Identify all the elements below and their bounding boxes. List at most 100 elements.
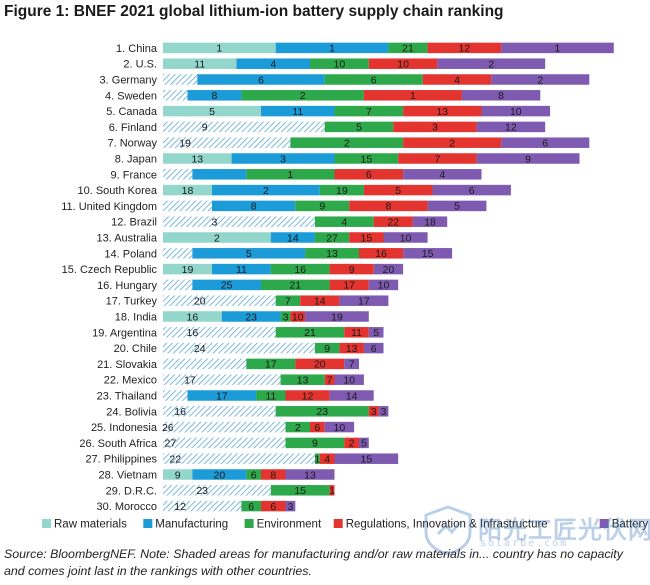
bar-segment-regulations: [344, 437, 359, 449]
category-label: 11. United Kingdom: [61, 201, 157, 213]
rank-label: 1: [287, 169, 293, 181]
chart-title: Figure 1: BNEF 2021 global lithium-ion b…: [4, 3, 504, 20]
bar-segment-environment: [270, 263, 330, 275]
bar-segment-battery: [324, 421, 355, 433]
rank-label: 6: [371, 343, 377, 355]
rank-label: 9: [349, 264, 355, 276]
bar-segment-manufacturing: [275, 42, 389, 54]
bar-segment-battery: [412, 216, 448, 227]
bar-segment-manufacturing: [236, 58, 310, 69]
category-label: 1. China: [116, 43, 158, 55]
rank-label: 13: [191, 153, 203, 165]
rank-label: 8: [212, 90, 218, 102]
rank-label: 14: [287, 232, 299, 244]
bar-segment-regulations: [422, 74, 492, 85]
rank-label: 1: [329, 485, 335, 497]
rank-label: 19: [182, 264, 194, 276]
bar-segment-regulations: [261, 469, 286, 480]
category-label: 20. Chile: [114, 343, 157, 355]
bar-segment-raw: [163, 200, 212, 212]
rank-label: 14: [346, 390, 358, 402]
bar-segment-environment: [241, 500, 261, 512]
rank-label: 20: [383, 264, 395, 276]
bar-segment-regulations: [339, 342, 364, 354]
bar-segment-regulations: [329, 485, 335, 496]
bar-segment-environment: [246, 169, 335, 180]
rank-label: 18: [182, 185, 194, 197]
bar-segment-environment: [246, 469, 261, 480]
category-label: 2. U.S.: [123, 59, 157, 71]
bar-segment-manufacturing: [270, 232, 315, 243]
rank-label: 3: [432, 122, 438, 134]
rank-label: 10: [343, 375, 355, 387]
bar-segment-raw: [163, 232, 271, 243]
rank-label: 25: [221, 280, 233, 292]
bar-segment-regulations: [310, 421, 325, 433]
rank-label: 13: [346, 343, 358, 355]
bar-segment-raw: [163, 90, 188, 101]
category-label: 3. Germany: [100, 75, 158, 87]
bar-segment-environment: [324, 74, 423, 85]
bar-segment-environment: [295, 200, 350, 212]
rank-label: 11: [194, 59, 205, 71]
bar-segment-raw: [163, 500, 198, 512]
rank-label: 11: [236, 264, 247, 276]
bar-segment-raw: [163, 327, 222, 338]
bar-segment-battery: [373, 263, 404, 275]
bar-segment-raw: [163, 216, 266, 227]
bar-segment-manufacturing: [212, 263, 271, 275]
legend-label-environment: Environment: [257, 519, 322, 531]
bar-segment-manufacturing: [207, 137, 291, 148]
watermark-text: 阳光工匠光伏网: [478, 517, 650, 544]
rank-label: 12: [174, 501, 186, 513]
rank-label: 6: [469, 185, 475, 197]
rank-label: 16: [187, 311, 199, 323]
category-label: 9. France: [111, 169, 157, 181]
rank-label: 7: [285, 296, 291, 308]
bar-segment-battery: [427, 200, 487, 212]
rank-label: 10: [292, 311, 304, 323]
rank-label: 9: [312, 438, 318, 450]
category-label: 16. Hungary: [97, 280, 157, 292]
bar-segment-battery: [501, 42, 614, 54]
bar-segment-environment: [314, 453, 320, 464]
rank-label: 7: [349, 359, 355, 371]
bar-segment-manufacturing: [212, 184, 320, 196]
category-label: 6. Finland: [109, 122, 157, 134]
rank-label: 19: [336, 185, 348, 197]
rank-label: 12: [459, 43, 471, 55]
rank-label: 5: [356, 122, 362, 134]
bar-segment-regulations: [324, 374, 335, 385]
rank-label: 9: [324, 343, 330, 355]
rank-label: 15: [361, 454, 373, 466]
watermark-subtext: solarbe.com: [480, 538, 569, 549]
bar-segment-battery: [432, 184, 511, 196]
bar-segment-manufacturing: [226, 358, 247, 370]
bar-segment-raw: [163, 169, 193, 180]
category-label: 13. Australia: [96, 233, 157, 245]
rank-label: 7: [327, 375, 333, 387]
rank-label: 15: [361, 153, 373, 165]
watermark-logo: 阳光工匠光伏网 solarbe.com: [418, 502, 650, 558]
rank-label: 20: [214, 469, 226, 481]
rank-label: 2: [263, 185, 269, 197]
rank-label: 23: [316, 406, 328, 418]
rank-label: 18: [424, 217, 436, 229]
bar-segment-environment: [314, 232, 350, 243]
bar-segment-raw: [163, 248, 193, 259]
rank-label: 7: [366, 106, 372, 118]
category-label: 27. Philippines: [85, 454, 157, 466]
bar-segment-regulations: [300, 295, 340, 306]
bar-segment-environment: [305, 248, 359, 259]
bar-segment-environment: [280, 374, 325, 385]
bar-segment-battery: [344, 358, 359, 370]
bar-segment-manufacturing: [246, 121, 325, 133]
bar-segment-battery: [476, 153, 580, 164]
bar-segment-manufacturing: [172, 421, 286, 433]
chart-legend: Raw materials Manufacturing Environment Reg…: [42, 519, 650, 531]
bar-segment-regulations: [261, 500, 286, 512]
legend-label-regulations: Regulations, Innovation & Infrastructure: [346, 519, 548, 531]
bar-segment-raw: [163, 437, 178, 449]
bar-segment-battery: [359, 437, 369, 449]
bar-segment-raw: [163, 137, 208, 148]
